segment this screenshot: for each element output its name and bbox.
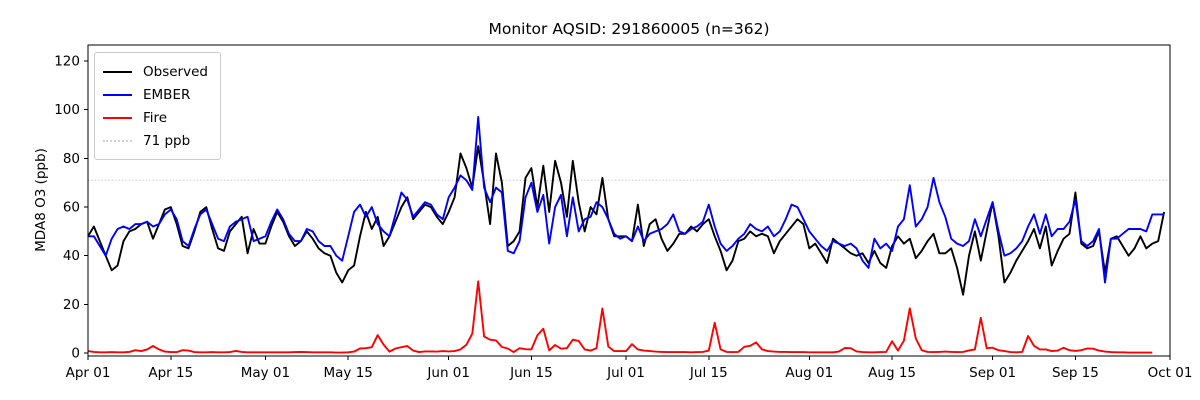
y-tick-label: 0: [71, 346, 80, 362]
legend: Observed EMBER Fire 71 ppb: [94, 52, 221, 160]
x-tick-label: Sep 15: [1052, 365, 1099, 381]
x-tick-label: Aug 15: [868, 365, 916, 381]
fire-line: [87, 280, 1153, 354]
x-tick-label: May 01: [241, 365, 290, 381]
legend-label-observed: Observed: [143, 63, 208, 80]
x-tick-label: Jul 01: [606, 365, 645, 381]
x-tick-label: May 15: [324, 365, 373, 381]
threshold-line-sample: [103, 139, 132, 142]
y-tick-label: 80: [63, 151, 80, 167]
legend-label-fire: Fire: [143, 109, 168, 126]
legend-item-observed: Observed: [103, 60, 208, 83]
legend-item-fire: Fire: [103, 106, 208, 129]
y-tick-label: 60: [63, 200, 80, 216]
y-tick-label: 120: [54, 54, 80, 70]
plot-frame: [87, 44, 1171, 357]
chart-title: Monitor AQSID: 291860005 (n=362): [488, 20, 770, 38]
y-tick-label: 100: [54, 102, 80, 118]
legend-label-threshold: 71 ppb: [143, 132, 191, 149]
ember-line: [88, 116, 1165, 284]
legend-label-ember: EMBER: [143, 86, 191, 103]
x-tick-label: Jun 01: [426, 365, 470, 381]
legend-item-ember: EMBER: [103, 83, 208, 106]
x-tick-label: Sep 01: [969, 365, 1016, 381]
x-tick-label: Oct 01: [1148, 365, 1193, 381]
x-tick-label: Jul 15: [689, 365, 728, 381]
x-tick-label: Aug 01: [785, 365, 833, 381]
x-tick-label: Apr 01: [66, 365, 111, 381]
y-tick-label: 20: [63, 297, 80, 313]
ember-line-sample: [103, 93, 132, 96]
observed-line-sample: [103, 70, 132, 73]
x-tick-label: Jun 15: [509, 365, 553, 381]
fire-line-sample: [103, 116, 132, 119]
x-tick-label: Apr 15: [148, 365, 193, 381]
legend-item-threshold: 71 ppb: [103, 129, 208, 152]
y-tick-label: 40: [63, 248, 80, 264]
